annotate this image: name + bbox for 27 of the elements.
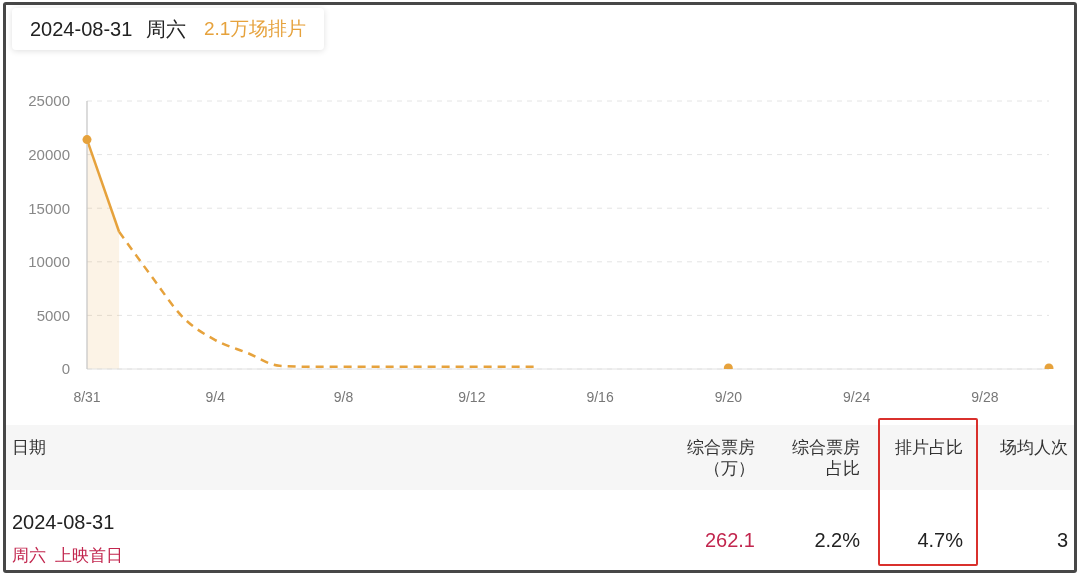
y-tick-label: 10000 xyxy=(28,253,70,271)
category-label: 日期 xyxy=(12,437,46,458)
x-tick-label: 9/12 xyxy=(458,388,486,405)
text: 2024-08-31 周六 xyxy=(30,16,186,42)
category-label: 场均人次 xyxy=(999,437,1068,458)
category-label: 排片占比 xyxy=(894,437,963,458)
x-tick-label: 9/20 xyxy=(714,388,743,405)
category-label: 综合票房（万） xyxy=(686,437,755,479)
x-tick-label: 9/4 xyxy=(205,388,226,405)
y-tick-label: 5000 xyxy=(36,306,70,324)
x-tick-label: 8/31 xyxy=(73,388,101,405)
text: 2024-08-31 xyxy=(12,511,115,533)
y-tick-label: 20000 xyxy=(28,145,70,163)
text: 3 xyxy=(1056,529,1068,551)
text: 4.7% xyxy=(917,529,963,551)
text: 2.1万场排片 xyxy=(203,17,307,41)
x-tick-label: 9/24 xyxy=(842,388,871,405)
y-tick-label: 0 xyxy=(61,360,70,378)
y-tick-label: 15000 xyxy=(28,199,70,217)
x-tick-label: 9/28 xyxy=(971,388,999,405)
text: 262.1 xyxy=(704,529,755,551)
y-tick-label: 25000 xyxy=(28,92,70,110)
category-label: 综合票房占比 xyxy=(791,437,860,479)
text: 周六 上映首日 xyxy=(12,546,123,566)
x-tick-label: 9/8 xyxy=(333,388,354,405)
x-tick-label: 9/16 xyxy=(586,388,614,405)
text: 2.2% xyxy=(814,529,860,551)
